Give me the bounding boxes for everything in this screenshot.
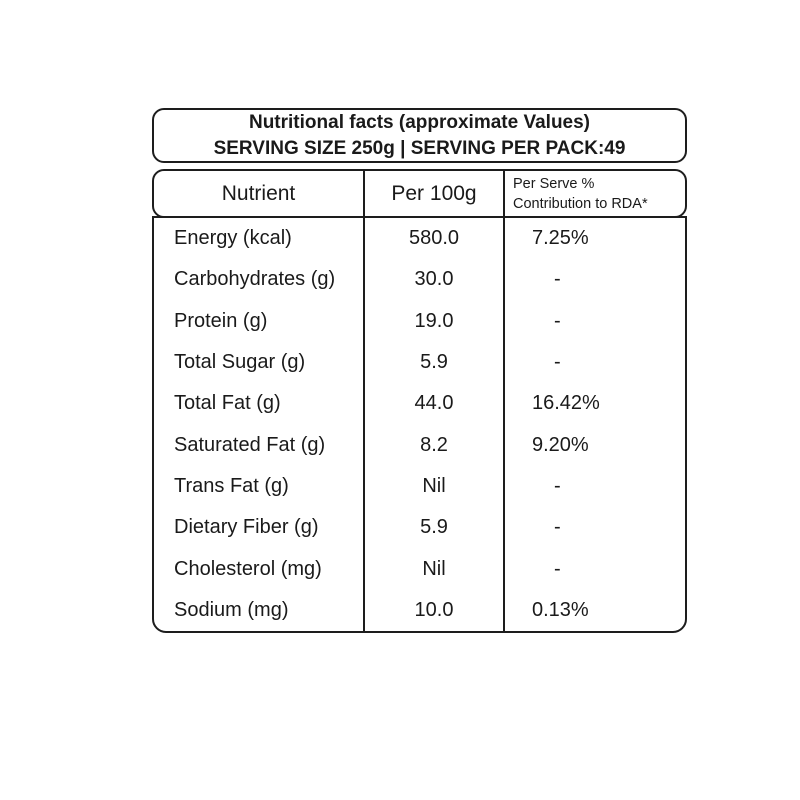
- cell-rda: 16.42%: [532, 392, 600, 415]
- cell-per100g: 580.0: [365, 218, 505, 260]
- serving-info: SERVING SIZE 250g | SERVING PER PACK:49: [213, 137, 626, 159]
- cell-rda: -: [554, 351, 561, 374]
- cell-rda: -: [554, 309, 561, 332]
- cell-nutrient: Dietary Fiber (g): [154, 507, 365, 549]
- label-title: Nutritional facts (approximate Values): [248, 111, 591, 133]
- cell-per100g: Nil: [365, 465, 505, 508]
- cell-nutrient: Energy (kcal): [154, 218, 365, 260]
- cell-rda: 9.20%: [532, 433, 589, 456]
- cell-rda: -: [554, 557, 561, 580]
- cell-nutrient: Sodium (mg): [154, 589, 365, 631]
- cell-nutrient: Total Fat (g): [154, 383, 365, 425]
- header-per-100g: Per 100g: [365, 171, 505, 216]
- cell-rda: -: [554, 516, 561, 539]
- cell-rda: 7.25%: [532, 227, 589, 250]
- cell-per100g: Nil: [365, 548, 505, 590]
- cell-nutrient: Saturated Fat (g): [154, 424, 365, 466]
- cell-per100g: 10.0: [365, 589, 505, 631]
- title-box: Nutritional facts (approximate Values) S…: [152, 108, 687, 163]
- cell-rda: -: [554, 268, 561, 291]
- cell-per100g: 19.0: [365, 300, 505, 342]
- cell-rda: -: [554, 474, 561, 497]
- nutrition-label: Nutritional facts (approximate Values) S…: [152, 108, 687, 633]
- cell-per100g: 30.0: [365, 259, 505, 301]
- cell-per100g: 5.9: [365, 507, 505, 549]
- header-rda-line1: Per Serve %: [513, 175, 595, 192]
- header-rda: Per Serve % Contribution to RDA*: [505, 171, 685, 216]
- cell-nutrient: Cholesterol (mg): [154, 548, 365, 590]
- table-header-row: Nutrient Per 100g Per Serve % Contributi…: [152, 169, 687, 218]
- cell-nutrient: Trans Fat (g): [154, 465, 365, 508]
- header-nutrient: Nutrient: [154, 171, 365, 216]
- cell-per100g: 44.0: [365, 383, 505, 425]
- header-rda-line2: Contribution to RDA*: [513, 195, 648, 212]
- cell-rda: 0.13%: [532, 598, 589, 621]
- cell-per100g: 5.9: [365, 341, 505, 384]
- cell-nutrient: Carbohydrates (g): [154, 259, 365, 301]
- table-body: Energy (kcal) 580.0 7.25% Carbohydrates …: [152, 216, 687, 633]
- cell-nutrient: Total Sugar (g): [154, 341, 365, 384]
- cell-nutrient: Protein (g): [154, 300, 365, 342]
- cell-per100g: 8.2: [365, 424, 505, 466]
